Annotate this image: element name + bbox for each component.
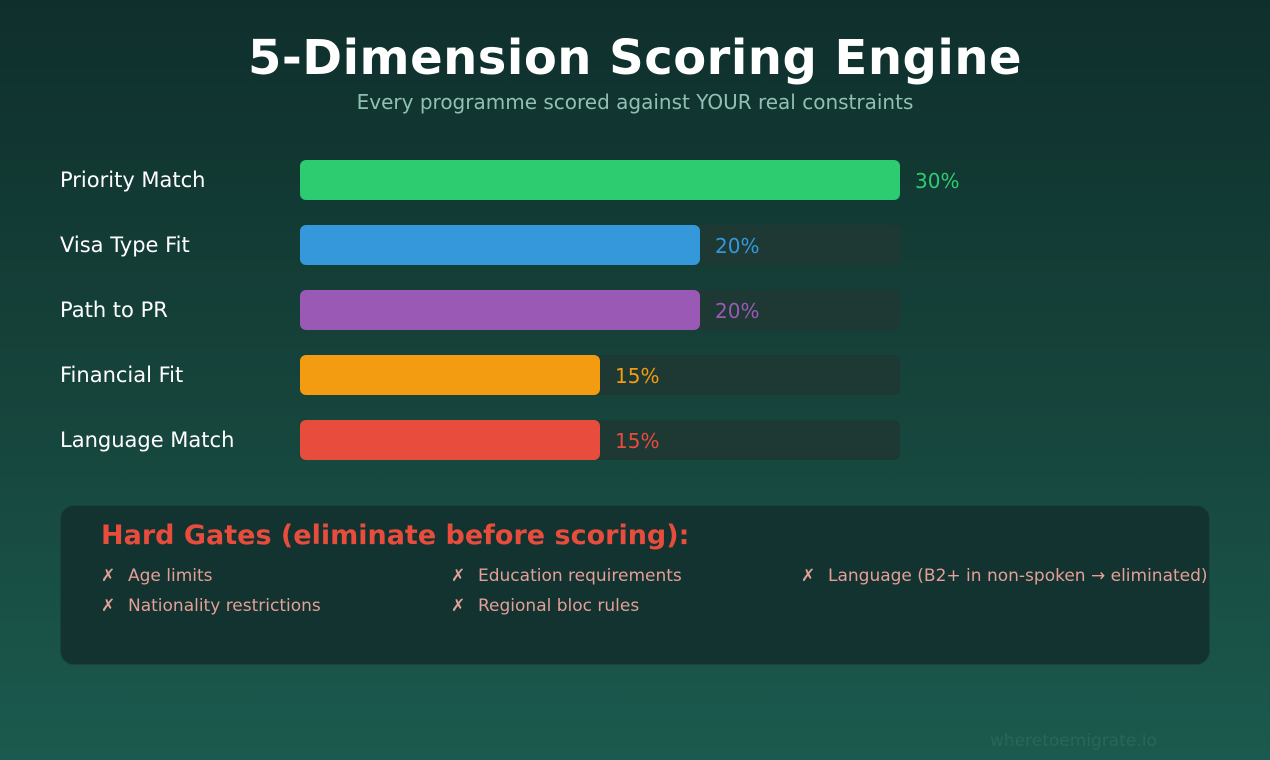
gate-item-education: ✗ Education requirements bbox=[451, 566, 682, 586]
gate-item-label: Nationality restrictions bbox=[128, 596, 321, 616]
hard-gates-title: Hard Gates (eliminate before scoring): bbox=[101, 520, 690, 551]
cross-icon: ✗ bbox=[451, 566, 466, 586]
cross-icon: ✗ bbox=[801, 566, 816, 586]
hard-gates-panel: Hard Gates (eliminate before scoring): ✗… bbox=[60, 505, 1210, 665]
bar-financial-fit bbox=[300, 355, 600, 395]
gate-item-label: Regional bloc rules bbox=[478, 596, 640, 616]
bar-path-to-pr bbox=[300, 290, 700, 330]
value-label-financial-fit: 15% bbox=[615, 364, 659, 388]
gate-item-label: Language (B2+ in non-spoken → eliminated… bbox=[828, 566, 1208, 586]
gate-item-age-limits: ✗ Age limits bbox=[101, 566, 213, 586]
bar-visa-type-fit bbox=[300, 225, 700, 265]
gate-item-label: Age limits bbox=[128, 566, 213, 586]
brand-watermark: wheretoemigrate.io bbox=[990, 731, 1157, 751]
category-label-financial-fit: Financial Fit bbox=[60, 363, 183, 387]
page-title: 5-Dimension Scoring Engine bbox=[247, 30, 1023, 86]
value-label-path-to-pr: 20% bbox=[715, 299, 759, 323]
gate-item-label: Education requirements bbox=[478, 566, 682, 586]
bar-priority-match bbox=[300, 160, 900, 200]
category-label-priority-match: Priority Match bbox=[60, 168, 206, 192]
gate-item-nationality: ✗ Nationality restrictions bbox=[101, 596, 321, 616]
gate-item-language: ✗ Language (B2+ in non-spoken → eliminate… bbox=[801, 566, 1208, 586]
category-label-language-match: Language Match bbox=[60, 428, 234, 452]
category-label-path-to-pr: Path to PR bbox=[60, 298, 168, 322]
scoring-bar-chart: Priority Match 30% Visa Type Fit 20% Path to… bbox=[60, 160, 959, 460]
bar-language-match bbox=[300, 420, 600, 460]
value-label-priority-match: 30% bbox=[915, 169, 959, 193]
gate-item-regional-bloc: ✗ Regional bloc rules bbox=[451, 596, 639, 616]
cross-icon: ✗ bbox=[451, 596, 466, 616]
page-subtitle: Every programme scored against YOUR real… bbox=[356, 90, 914, 114]
category-label-visa-type-fit: Visa Type Fit bbox=[60, 233, 190, 257]
value-label-visa-type-fit: 20% bbox=[715, 234, 759, 258]
cross-icon: ✗ bbox=[101, 596, 116, 616]
cross-icon: ✗ bbox=[101, 566, 116, 586]
value-label-language-match: 15% bbox=[615, 429, 659, 453]
